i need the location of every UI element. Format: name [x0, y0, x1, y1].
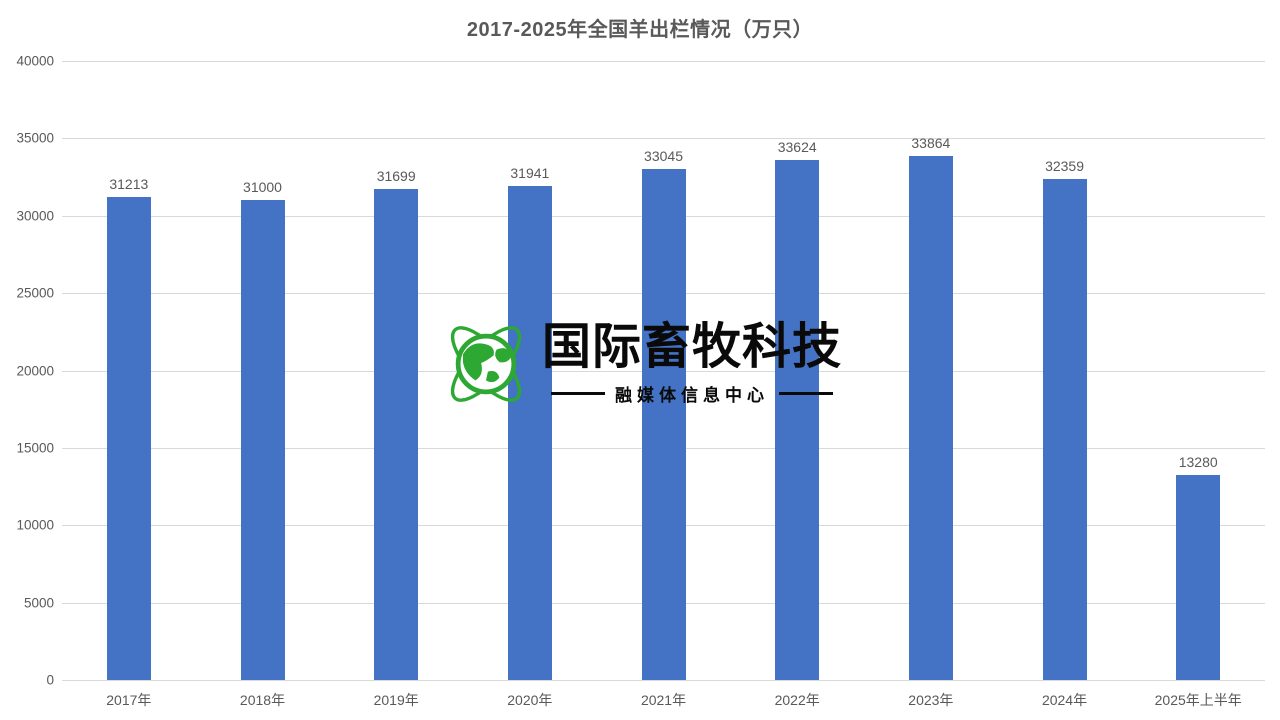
watermark-brand-text: 国际畜牧科技 [541, 319, 843, 374]
subtitle-right-rule [778, 391, 833, 395]
chart-title: 2017-2025年全国羊出栏情况（万只） [466, 19, 814, 41]
bar-column: 32359 [998, 61, 1132, 680]
bar[interactable] [240, 200, 285, 680]
bar[interactable] [908, 155, 953, 680]
x-tick-label: 2017年 [106, 692, 152, 708]
bar-value-label: 13280 [1178, 453, 1218, 470]
plot-area: 31213 31000 31699 31941 33045 33624 33864 32359… [62, 61, 1265, 681]
watermark-text-block: 国际畜牧科技 融媒体信息中心 [541, 319, 843, 406]
watermark-subtitle: 融媒体信息中心 [614, 385, 769, 405]
y-tick-label: 15000 [16, 440, 54, 456]
bar[interactable] [374, 189, 419, 680]
subtitle-left-rule [550, 391, 605, 395]
y-axis: 0 5000 10000 15000 20000 25000 30000 35000 40000 [0, 54, 54, 688]
bar-value-label: 33045 [644, 147, 683, 164]
x-tick-label: 2020年 [507, 692, 553, 708]
y-tick-label: 0 [46, 672, 54, 688]
watermark: 国际畜牧科技 融媒体信息中心 [438, 314, 842, 414]
bar-column: 31941 [463, 61, 597, 680]
bar-column: 33864 [864, 61, 998, 680]
bar-column: 31699 [329, 61, 463, 680]
x-axis-labels: 2017年 2018年 2019年 2020年 2021年 2022年 2023年 2024年… [62, 690, 1265, 710]
globe-orbit-icon [450, 326, 522, 402]
x-tick-label: 2023年 [908, 692, 954, 708]
bar-value-label: 31000 [243, 179, 282, 196]
bar-value-label: 31941 [510, 164, 550, 181]
bar[interactable] [1042, 179, 1087, 680]
bars-row: 31213 31000 31699 31941 33045 33624 33864 32359… [62, 61, 1265, 680]
x-tick-label: 2025年上半年 [1154, 692, 1242, 708]
x-tick-label: 2022年 [774, 692, 820, 708]
y-tick-label: 5000 [23, 595, 54, 611]
bar-column: 33624 [730, 61, 864, 680]
bar-value-label: 32359 [1045, 158, 1084, 175]
bar[interactable] [641, 168, 686, 680]
watermark-subtitle-row: 融媒体信息中心 [550, 381, 833, 406]
bar-column: 31213 [62, 61, 196, 680]
y-tick-label: 40000 [16, 53, 54, 69]
y-tick-label: 30000 [16, 208, 54, 224]
x-tick-label: 2019年 [373, 692, 419, 708]
y-tick-label: 35000 [16, 130, 54, 146]
bar-value-label: 31213 [109, 175, 149, 192]
bar-column: 33045 [597, 61, 731, 680]
y-tick-label: 25000 [16, 285, 54, 301]
bar[interactable] [507, 185, 552, 680]
bar-column: 13280 [1131, 61, 1265, 680]
bar-value-label: 31699 [376, 168, 416, 185]
x-tick-label: 2024年 [1041, 692, 1088, 708]
x-tick-label: 2018年 [239, 692, 286, 708]
gridline [62, 61, 1265, 62]
bar[interactable] [775, 159, 820, 680]
x-tick-label: 2021年 [640, 692, 687, 708]
bar-value-label: 33624 [777, 138, 817, 155]
gridline [62, 680, 1265, 681]
bar-column: 31000 [196, 61, 330, 680]
y-tick-label: 20000 [16, 363, 54, 378]
bar-value-label: 33864 [911, 134, 951, 151]
bar[interactable] [106, 196, 151, 680]
bar[interactable] [1176, 474, 1221, 680]
y-tick-label: 10000 [16, 517, 54, 533]
gridline [62, 138, 1265, 140]
